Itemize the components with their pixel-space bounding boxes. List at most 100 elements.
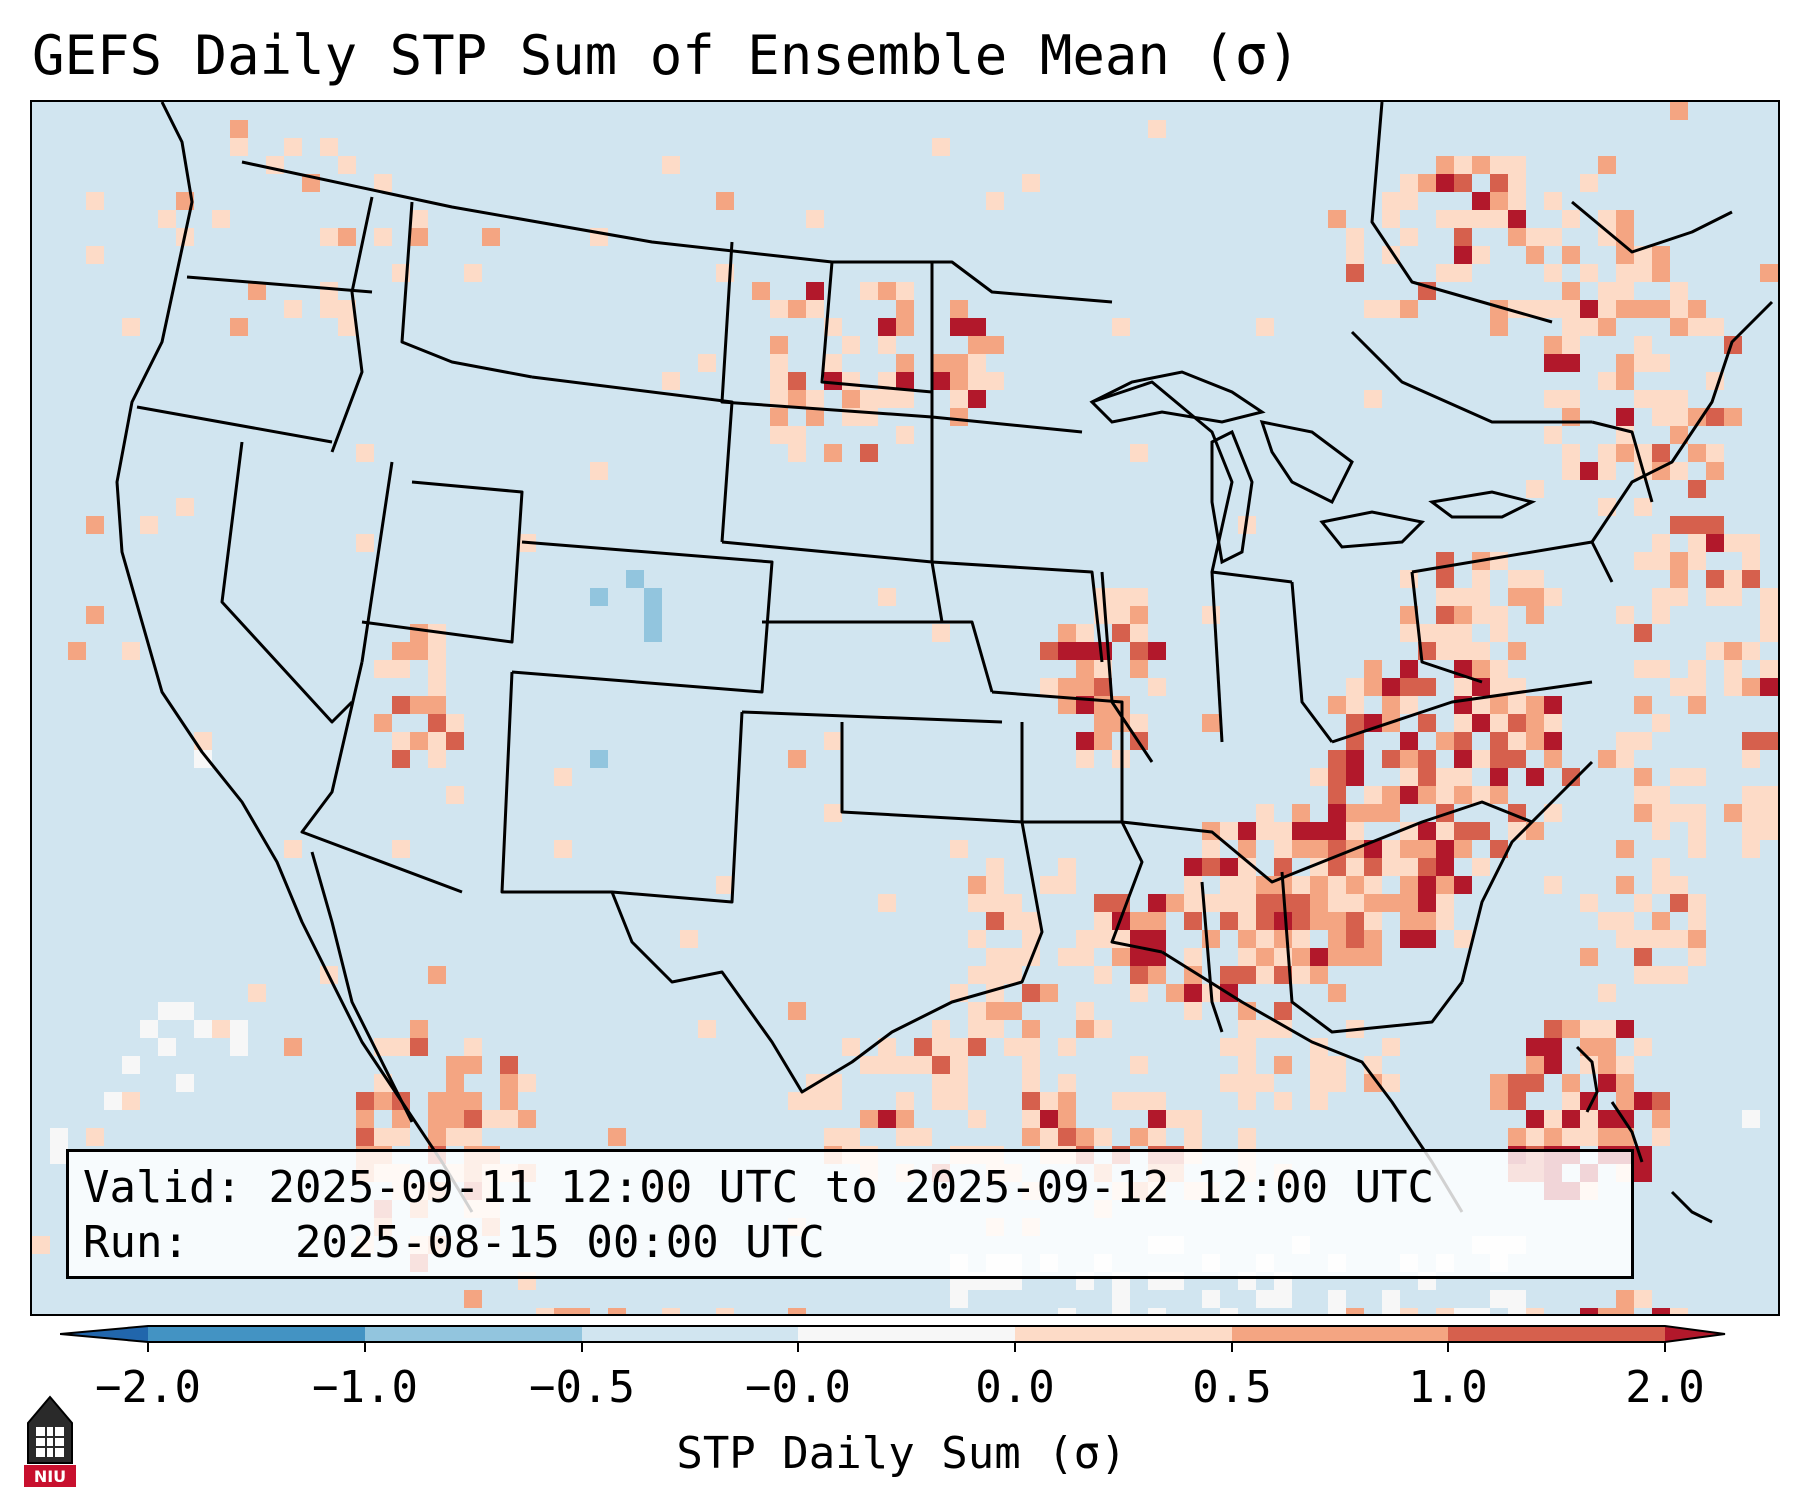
stp-cell: [1472, 696, 1490, 714]
stp-cell: [500, 1056, 518, 1074]
logo-text: NIU: [34, 1467, 66, 1486]
stp-cell: [1058, 1038, 1076, 1056]
stp-cell: [1112, 588, 1130, 606]
stp-cell: [1490, 174, 1508, 192]
colorbar-tick-label: 0.5: [1192, 1362, 1272, 1413]
stp-cell: [1418, 840, 1436, 858]
stp-cell: [1652, 390, 1670, 408]
stp-cell: [1472, 678, 1490, 696]
stp-cell: [1382, 1290, 1400, 1308]
colorbar-bin: [365, 1326, 582, 1342]
stp-cell: [896, 1056, 914, 1074]
stp-cell: [1328, 894, 1346, 912]
stp-cell: [1184, 966, 1202, 984]
stp-cell: [1436, 624, 1454, 642]
stp-cell: [1724, 336, 1742, 354]
stp-cell: [1022, 174, 1040, 192]
stp-cell: [1256, 318, 1274, 336]
stp-cell: [770, 390, 788, 408]
colorbar-tick-label: −1.0: [312, 1362, 418, 1413]
stp-cell: [1526, 570, 1544, 588]
stp-cell: [1364, 1056, 1382, 1074]
stp-cell: [1454, 822, 1472, 840]
stp-cell: [392, 732, 410, 750]
stp-cell: [950, 300, 968, 318]
stp-cell: [1382, 678, 1400, 696]
stp-cell: [1634, 696, 1652, 714]
stp-cell: [1544, 336, 1562, 354]
stp-cell: [1634, 1038, 1652, 1056]
stp-cell: [158, 1002, 176, 1020]
stp-cell: [1364, 912, 1382, 930]
stp-cell: [1508, 210, 1526, 228]
stp-cell: [1274, 1092, 1292, 1110]
niu-logo: NIU: [24, 1395, 76, 1487]
stp-cell: [662, 156, 680, 174]
stp-cell: [1022, 1038, 1040, 1056]
stp-cell: [1652, 408, 1670, 426]
stp-cell: [1094, 714, 1112, 732]
stp-cell: [806, 1092, 824, 1110]
stp-cell: [1148, 120, 1166, 138]
stp-cell: [950, 390, 968, 408]
stp-cell: [392, 1110, 410, 1128]
stp-cell: [1670, 1308, 1688, 1314]
stp-cell: [1706, 534, 1724, 552]
stp-cell: [1526, 822, 1544, 840]
stp-cell: [1760, 624, 1778, 642]
stp-cell: [1472, 1308, 1490, 1314]
stp-cell: [1634, 732, 1652, 750]
stp-cell: [788, 390, 806, 408]
stp-cell: [1454, 786, 1472, 804]
stp-cell: [1004, 894, 1022, 912]
stp-cell: [1058, 624, 1076, 642]
stp-cell: [1310, 894, 1328, 912]
stp-cell: [1634, 930, 1652, 948]
stp-cell: [1346, 246, 1364, 264]
stp-cell: [1634, 1092, 1652, 1110]
stp-cell: [1220, 822, 1238, 840]
stp-cell: [176, 1074, 194, 1092]
stp-cell: [878, 336, 896, 354]
stp-cell: [1238, 930, 1256, 948]
stp-cell: [140, 1020, 158, 1038]
stp-cell: [1724, 678, 1742, 696]
stp-cell: [1508, 1290, 1526, 1308]
stp-cell: [410, 1020, 428, 1038]
stp-cell: [1544, 300, 1562, 318]
stp-cell: [1220, 894, 1238, 912]
stp-cell: [950, 1290, 968, 1308]
stp-cell: [1184, 894, 1202, 912]
stp-cell: [1400, 228, 1418, 246]
stp-cell: [1058, 1110, 1076, 1128]
stp-cell: [338, 156, 356, 174]
stp-cell: [1544, 228, 1562, 246]
stp-cell: [1490, 714, 1508, 732]
stp-cell: [1400, 192, 1418, 210]
map-panel: [30, 100, 1780, 1316]
stp-cell: [1346, 264, 1364, 282]
stp-cell: [428, 642, 446, 660]
stp-cell: [1742, 840, 1760, 858]
stp-cell: [1274, 930, 1292, 948]
stp-cell: [1634, 498, 1652, 516]
stp-cell: [1130, 606, 1148, 624]
stp-cell: [1508, 1092, 1526, 1110]
stp-cell: [1400, 678, 1418, 696]
stp-cell: [1400, 912, 1418, 930]
stp-cell: [1130, 1092, 1148, 1110]
stp-cell: [1562, 1128, 1580, 1146]
stp-cell: [1688, 678, 1706, 696]
stp-cell: [1274, 858, 1292, 876]
stp-cell: [1364, 660, 1382, 678]
stp-cell: [1022, 984, 1040, 1002]
stp-cell: [932, 1020, 950, 1038]
stp-cell: [1328, 804, 1346, 822]
stp-cell: [1562, 768, 1580, 786]
stp-cell: [1490, 768, 1508, 786]
stp-cell: [968, 318, 986, 336]
stp-cell: [1526, 1308, 1544, 1314]
stp-cell: [1598, 318, 1616, 336]
stp-cell: [1634, 768, 1652, 786]
stp-cell: [1202, 858, 1220, 876]
